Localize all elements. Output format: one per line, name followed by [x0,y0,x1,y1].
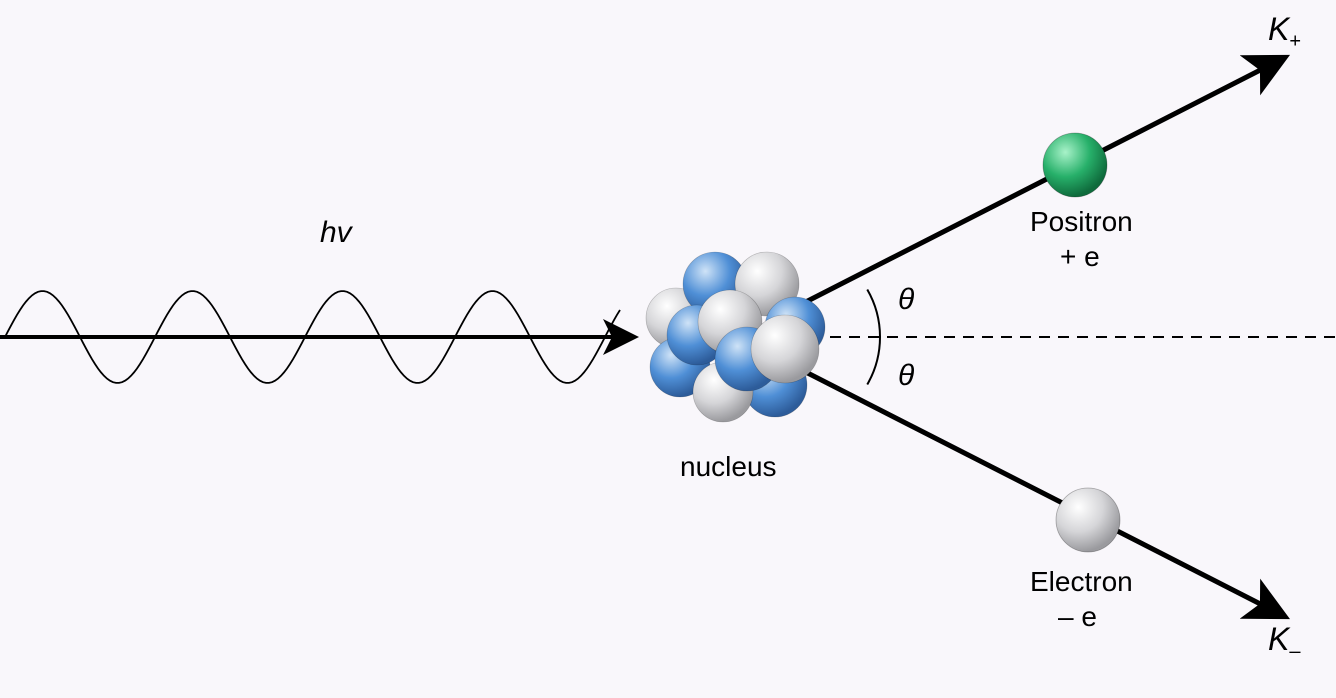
electron-particle [1056,488,1120,552]
k-plus-sub: + [1289,30,1301,52]
theta-lower: θ [898,358,914,394]
angle-arc-upper [867,290,880,338]
electron-charge: – e [1058,600,1097,634]
theta-upper: θ [898,282,914,318]
photon-label: hv [320,215,352,251]
positron-kinetic: K+ [1268,10,1301,53]
electron-kinetic: K– [1268,620,1300,663]
positron-charge: + e [1060,240,1100,274]
positron-trajectory [790,60,1280,310]
nucleus-label: nucleus [680,450,777,484]
angle-arc-lower [867,337,880,385]
k-minus-sub: – [1289,640,1300,662]
diagram-svg [0,0,1336,698]
k-minus-sym: K [1268,621,1289,657]
positron-particle [1043,133,1107,197]
electron-name: Electron [1030,565,1133,599]
diagram-stage: hv nucleus θ θ Positron + e K+ Electron … [0,0,1336,698]
nucleon-10 [751,315,819,383]
k-plus-sym: K [1268,11,1289,47]
positron-name: Positron [1030,205,1133,239]
